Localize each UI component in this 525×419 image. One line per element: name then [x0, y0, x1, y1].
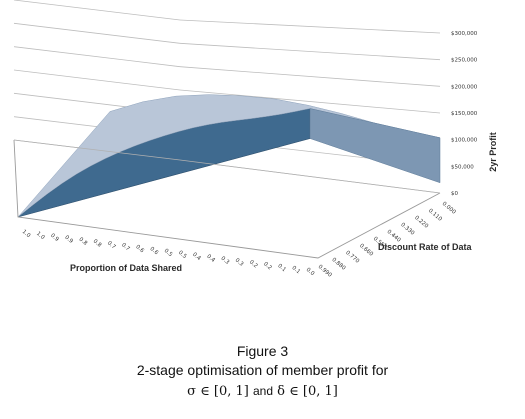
condition-join: and — [253, 384, 274, 398]
profit-surface — [17, 94, 441, 218]
y-tick-label: 0.880 — [330, 257, 346, 272]
x-tick-label: 0.2 — [248, 259, 259, 269]
x-tick-label: 0.5 — [163, 248, 174, 259]
surface-right-face — [309, 108, 441, 184]
y-tick-label: 0.770 — [344, 250, 360, 265]
x-tick-labels: 1.0 1.0 0.9 0.9 0.8 0.8 0.7 0.7 0.6 0.6 0.5 0.5 0.4 0… — [21, 229, 316, 278]
z-tick-labels: $0 $50,000 $100,000 $150,000 $200,000 $250,00… — [451, 31, 478, 197]
x-tick-label: 0.7 — [120, 242, 131, 253]
x-tick-label: 0.3 — [234, 257, 245, 268]
x-tick-label: 0.8 — [92, 238, 103, 249]
figure-condition: σ ∈ [0, 1] and δ ∈ [0, 1] — [0, 384, 525, 399]
x-tick-label: 0.5 — [177, 250, 188, 261]
y-tick-label: 0.110 — [427, 208, 443, 223]
y-tick-label: 0.220 — [413, 215, 429, 230]
x-axis-label: Proportion of Data Shared — [70, 263, 182, 273]
x-tick-label: 0.8 — [78, 237, 89, 248]
x-tick-label: 1.0 — [35, 231, 46, 242]
x-tick-label: 0.1 — [291, 265, 302, 275]
x-tick-label: 0.4 — [205, 254, 216, 265]
y-tick-label: 0.660 — [358, 243, 374, 258]
figure-title: 2-stage optimisation of member profit fo… — [136, 362, 389, 378]
delta-range: δ ∈ [0, 1] — [277, 384, 338, 399]
x-tick-label: 0.2 — [262, 261, 273, 271]
y-axis-label: Discount Rate of Data — [378, 242, 473, 252]
x-tick-label: 0.3 — [220, 256, 231, 267]
figure-number: Figure 3 — [236, 343, 289, 359]
z-tick-label: $0 — [451, 191, 458, 197]
floor-axes — [13, 139, 441, 259]
surface-top-face — [17, 94, 441, 218]
z-tick-label: $300,000 — [451, 31, 478, 37]
x-tick-label: 0.0 — [305, 267, 316, 278]
y-tick-label: 0.990 — [317, 264, 333, 279]
x-tick-label: 0.6 — [134, 244, 145, 255]
x-tick-label: 1.0 — [21, 229, 32, 240]
x-tick-label: 0.9 — [63, 235, 74, 246]
z-tick-label: $250,000 — [451, 58, 478, 64]
z-tick-label: $50,000 — [451, 164, 474, 170]
x-tick-label: 0.6 — [149, 246, 160, 257]
z-axis-label: 2yr Profit — [488, 132, 498, 172]
z-tick-label: $200,000 — [451, 84, 478, 90]
z-tick-label: $100,000 — [451, 138, 478, 144]
y-tick-label: 0.000 — [441, 201, 457, 216]
x-tick-label: 0.7 — [106, 240, 117, 251]
x-tick-label: 0.1 — [276, 263, 287, 273]
sigma-range: σ ∈ [0, 1] — [187, 384, 249, 399]
z-tick-label: $150,000 — [451, 111, 478, 117]
surface-chart: $0 $50,000 $100,000 $150,000 $200,000 $250,00… — [13, 0, 498, 279]
y-tick-labels: 0.0000.1100.2200.3300.4400.5500.6600.770… — [317, 201, 457, 279]
x-tick-label: 0.9 — [49, 233, 60, 244]
x-tick-label: 0.4 — [191, 252, 202, 263]
y-tick-label: 0.330 — [399, 222, 415, 237]
